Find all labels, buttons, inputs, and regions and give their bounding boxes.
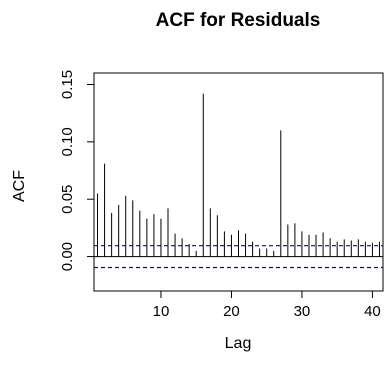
x-tick-label: 40 xyxy=(364,303,381,320)
y-tick-label: 0.15 xyxy=(59,70,76,99)
x-tick-label: 20 xyxy=(223,303,240,320)
plot-frame xyxy=(93,72,384,292)
chart-title: ACF for Residuals xyxy=(156,10,321,31)
y-tick-label: 0.00 xyxy=(59,242,76,271)
y-axis-label: ACF xyxy=(11,170,28,202)
y-tick-label: 0.10 xyxy=(59,127,76,156)
x-tick-label: 30 xyxy=(294,303,311,320)
x-axis-label: Lag xyxy=(225,335,252,352)
y-tick-label: 0.05 xyxy=(59,185,76,214)
x-tick-label: 10 xyxy=(153,303,170,320)
